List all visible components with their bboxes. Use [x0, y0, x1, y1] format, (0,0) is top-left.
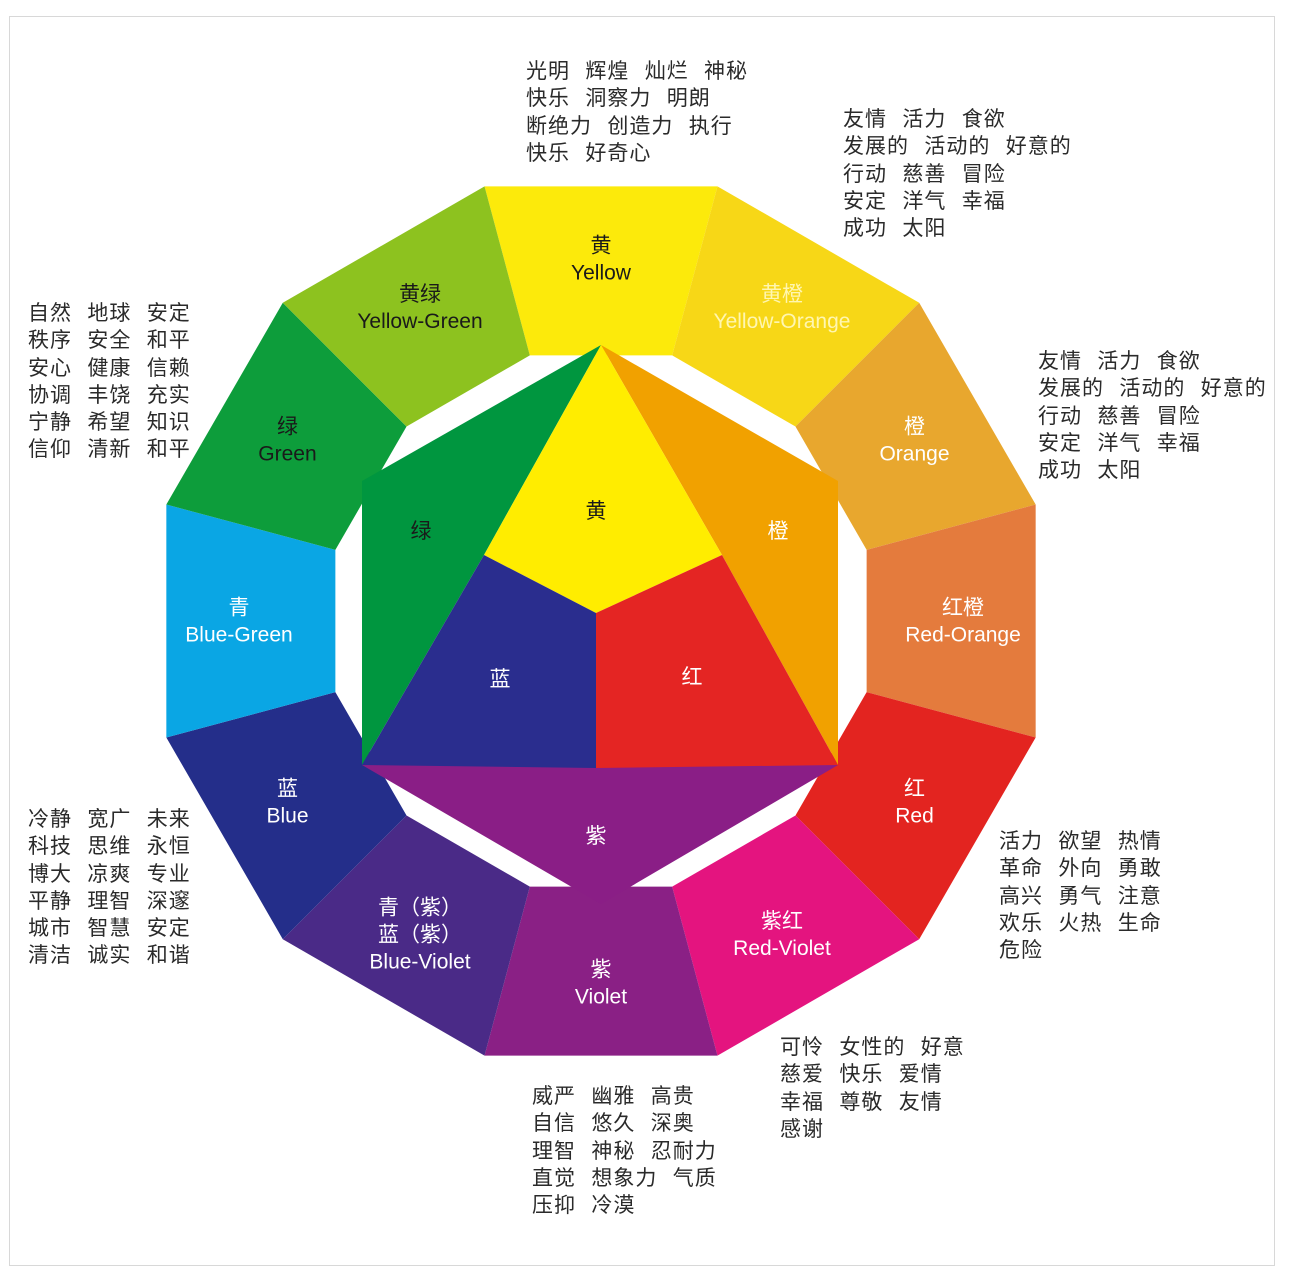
ring-label-en-red: Red [895, 805, 934, 828]
ring-label-en-blue: Blue [266, 805, 308, 828]
hex-segment-green [362, 345, 601, 765]
hex-segment-red [596, 555, 838, 768]
ring-label-zh-blue: 蓝 [277, 777, 298, 801]
annotation-red-violet: 可怜 女性的 好意 慈爱 快乐 爱情 幸福 尊敬 友情 感谢 [780, 1035, 965, 1141]
annotation-green: 自然 地球 安定 秩序 安全 和平 安心 健康 信赖 协调 丰饶 充实 宁静 希… [28, 301, 191, 462]
ring-label-zh-violet: 紫 [591, 958, 612, 982]
inner-hexagon [362, 345, 838, 904]
hex-label-green: 绿 [411, 519, 432, 543]
ring-segment-red [795, 692, 1036, 940]
ring-label-en-yellow-green: Yellow-Green [357, 310, 482, 333]
ring-segment-red-orange [866, 504, 1036, 738]
ring-label-zh-yellow: 黄 [591, 234, 612, 258]
ring-label-en-blue-violet: Blue-Violet [369, 951, 470, 974]
ring-label-en-blue-green: Blue-Green [185, 624, 292, 647]
diagram-frame [9, 16, 1275, 1266]
ring-label-zh-red: 红 [904, 777, 925, 801]
ring-label-zh-blue-violet: 蓝（紫） [378, 923, 462, 947]
ring-segment-orange [795, 302, 1036, 550]
ring-label-zh-red-orange: 红橙 [942, 596, 984, 620]
hex-label-blue: 蓝 [490, 667, 511, 691]
ring-label-en-yellow: Yellow [571, 262, 632, 285]
hex-segment-orange [601, 345, 838, 765]
hex-label-red: 红 [682, 665, 703, 689]
ring-label-zh-yellow-green: 黄绿 [399, 282, 441, 306]
ring-segment-blue [166, 692, 407, 940]
hex-segment-yellow [484, 345, 722, 613]
ring-segment-blue-green [166, 504, 336, 738]
ring-segment-violet [484, 886, 718, 1056]
ring-label-en-red-violet: Red-Violet [733, 937, 831, 960]
ring-segment-blue-violet [282, 815, 530, 1056]
hex-segment-violet [362, 765, 838, 904]
annotation-yellow-orange: 友情 活力 食欲 发展的 活动的 好意的 行动 慈善 冒险 安定 洋气 幸福 成… [843, 107, 1072, 241]
ring-label-zh-green: 绿 [277, 415, 298, 439]
hex-segment-blue [362, 555, 596, 768]
ring-label-zh-orange: 橙 [904, 415, 925, 439]
ring-segment-yellow-green [282, 186, 530, 427]
ring-label-zh-yellow-orange: 黄橙 [761, 282, 803, 306]
ring-segment-yellow-orange [672, 186, 920, 427]
ring-label-zh-blue-green: 青 [229, 596, 250, 620]
ring-segment-green [166, 302, 407, 550]
annotation-orange: 友情 活力 食欲 发展的 活动的 好意的 行动 慈善 冒险 安定 洋气 幸福 成… [1038, 349, 1267, 483]
ring-label-en-orange: Orange [879, 443, 949, 466]
ring-label-en-yellow-orange: Yellow-Orange [714, 310, 851, 333]
ring-segment-yellow [484, 186, 718, 356]
annotation-violet: 威严 幽雅 高贵 自信 悠久 深奥 理智 神秘 忍耐力 直觉 想象力 气质 压抑… [532, 1084, 717, 1218]
annotation-yellow: 光明 辉煌 灿烂 神秘 快乐 洞察力 明朗 断绝力 创造力 执行 快乐 好奇心 [526, 59, 749, 165]
hex-label-orange: 橙 [768, 519, 789, 543]
ring-label-zh-blue-violet: 青（紫） [378, 896, 462, 920]
hex-label-violet: 紫 [586, 824, 607, 848]
annotation-blue: 冷静 宽广 未来 科技 思维 永恒 博大 凉爽 专业 平静 理智 深邃 城市 智… [28, 807, 191, 968]
ring-label-zh-red-violet: 紫红 [761, 909, 803, 933]
ring-segment-red-violet [672, 815, 920, 1056]
ring-label-en-red-orange: Red-Orange [905, 624, 1021, 647]
annotation-red: 活力 欲望 热情 革命 外向 勇敢 高兴 勇气 注意 欢乐 火热 生命 危险 [999, 829, 1162, 963]
ring-label-en-green: Green [258, 443, 316, 466]
outer-ring [166, 186, 1036, 1056]
hex-label-yellow: 黄 [586, 499, 607, 523]
ring-label-en-violet: Violet [575, 986, 627, 1009]
